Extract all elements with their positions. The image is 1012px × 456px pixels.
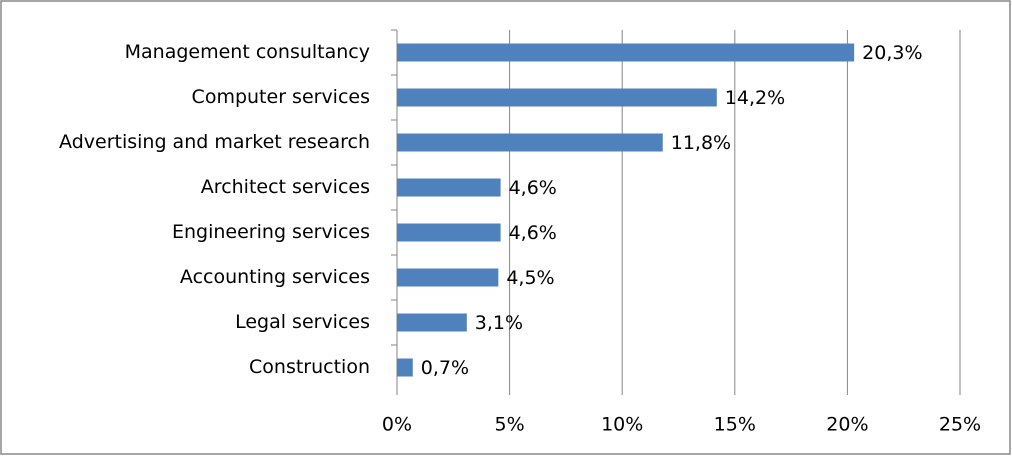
y-tick-label: Computer services xyxy=(192,86,370,108)
bar xyxy=(397,268,499,287)
y-tick-label: Construction xyxy=(249,356,370,378)
y-tick-label: Engineering services xyxy=(172,221,370,243)
bar xyxy=(397,313,467,332)
x-tick-label: 25% xyxy=(939,414,981,436)
x-tick-label: 15% xyxy=(714,414,756,436)
x-tick-label: 0% xyxy=(382,414,412,436)
value-label: 20,3% xyxy=(862,42,922,64)
bar xyxy=(397,358,413,377)
y-tick-label: Management consultancy xyxy=(125,41,370,63)
x-tick-label: 10% xyxy=(601,414,643,436)
value-label: 4,5% xyxy=(506,267,554,289)
bar xyxy=(397,43,855,62)
value-label: 4,6% xyxy=(509,177,557,199)
value-label: 0,7% xyxy=(421,357,469,379)
value-label: 11,8% xyxy=(671,132,731,154)
y-tick-label: Accounting services xyxy=(180,266,370,288)
y-tick-label: Legal services xyxy=(235,311,370,333)
value-label: 14,2% xyxy=(725,87,785,109)
value-label: 3,1% xyxy=(475,312,523,334)
bar xyxy=(397,133,663,152)
y-tick-label: Architect services xyxy=(201,176,370,198)
y-tick-label: Advertising and market research xyxy=(59,131,370,153)
bar xyxy=(397,178,501,197)
bar xyxy=(397,88,717,107)
bar xyxy=(397,223,501,242)
value-label: 4,6% xyxy=(509,222,557,244)
x-tick-label: 20% xyxy=(826,414,868,436)
x-tick-label: 5% xyxy=(495,414,525,436)
